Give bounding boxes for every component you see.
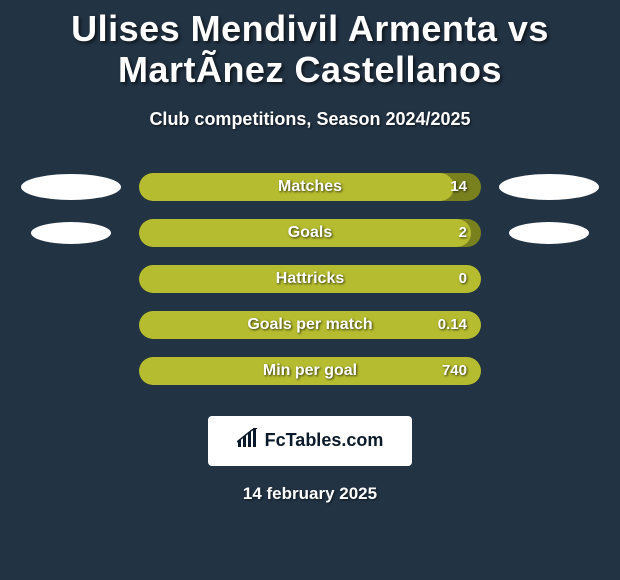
stat-value: 0	[459, 270, 467, 287]
stat-bar: Matches 14	[139, 173, 481, 201]
stat-bar: Goals per match 0.14	[139, 311, 481, 339]
stat-row: Hattricks 0	[0, 256, 620, 302]
stat-label: Min per goal	[263, 362, 357, 380]
stat-row: Matches 14	[0, 164, 620, 210]
left-side	[21, 174, 121, 200]
stat-label: Goals	[288, 224, 332, 242]
brand-box: FcTables.com	[208, 416, 412, 466]
stat-label: Matches	[278, 178, 342, 196]
stat-value: 0.14	[438, 316, 467, 333]
right-side	[499, 174, 599, 200]
stat-label: Hattricks	[276, 270, 344, 288]
stat-value: 14	[450, 178, 467, 195]
date-label: 14 february 2025	[0, 484, 620, 504]
stat-row: Goals 2	[0, 210, 620, 256]
stat-row: Min per goal 740	[0, 348, 620, 394]
right-oval	[509, 222, 589, 244]
stat-bar: Min per goal 740	[139, 357, 481, 385]
stat-rows: Matches 14 Goals 2 Hattricks 0 Goals per match…	[0, 164, 620, 394]
stat-value: 740	[442, 362, 467, 379]
left-oval	[31, 222, 111, 244]
stat-bar: Hattricks 0	[139, 265, 481, 293]
left-oval	[21, 174, 121, 200]
stat-row: Goals per match 0.14	[0, 302, 620, 348]
stat-bar: Goals 2	[139, 219, 481, 247]
right-side	[499, 222, 599, 244]
stat-label: Goals per match	[247, 316, 372, 334]
bar-chart-icon	[237, 428, 259, 453]
stat-value: 2	[459, 224, 467, 241]
subtitle: Club competitions, Season 2024/2025	[0, 109, 620, 130]
left-side	[21, 222, 121, 244]
page-title: Ulises Mendivil Armenta vs MartÃ­nez Cas…	[0, 0, 620, 91]
brand-label: FcTables.com	[265, 430, 384, 451]
right-oval	[499, 174, 599, 200]
